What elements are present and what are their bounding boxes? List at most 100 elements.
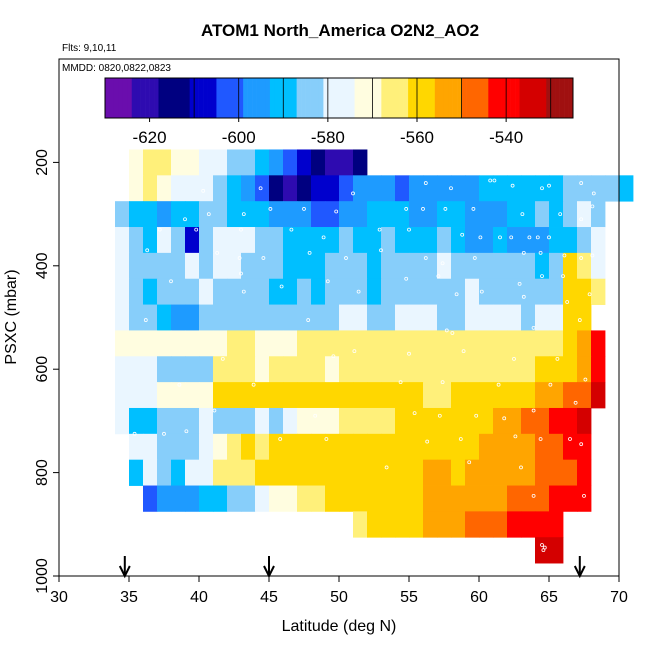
- colorbar-segment: [118, 78, 124, 118]
- heat-cell: [437, 356, 452, 383]
- heat-cell: [367, 201, 382, 228]
- heat-cell: [353, 330, 368, 357]
- sample-point: [583, 377, 588, 382]
- colorbar-segment: [452, 78, 458, 118]
- heat-cell: [325, 149, 340, 176]
- colorbar-segment: [555, 78, 560, 118]
- heat-cell: [353, 459, 368, 486]
- heat-cell: [269, 356, 284, 383]
- heat-cell: [157, 330, 172, 357]
- sample-point: [302, 207, 306, 211]
- colorbar-segment: [216, 78, 222, 118]
- heat-cell: [283, 433, 298, 461]
- sample-point: [547, 183, 551, 188]
- heat-cell: [255, 382, 270, 409]
- heat-cell: [171, 304, 186, 331]
- heat-cell: [157, 201, 172, 228]
- colorbar-segment: [318, 78, 324, 118]
- heat-cell: [213, 227, 228, 254]
- heat-cell: [199, 330, 214, 357]
- x-tick-label: 30: [50, 589, 68, 606]
- x-axis: 30 35 40 45 50 55 60 65 70: [50, 575, 628, 606]
- sample-point: [579, 442, 584, 447]
- heat-cell: [129, 278, 144, 305]
- sample-point: [521, 250, 526, 255]
- sample-point: [251, 382, 256, 387]
- sample-point: [425, 439, 430, 444]
- heat-cell: [549, 356, 564, 383]
- heat-cell: [535, 382, 550, 409]
- heat-cell: [535, 278, 550, 305]
- colorbar-segment: [278, 78, 284, 118]
- heat-cell: [213, 175, 228, 202]
- heat-cell: [437, 330, 452, 357]
- sample-point: [440, 380, 445, 385]
- sample-point: [471, 207, 476, 211]
- sample-point: [201, 188, 206, 193]
- heat-cell: [325, 330, 340, 357]
- heat-cell: [255, 330, 270, 357]
- colorbar: [104, 77, 574, 119]
- heat-cell: [297, 485, 312, 512]
- colorbar-segment: [501, 78, 507, 118]
- colorbar-segment: [105, 78, 110, 118]
- heat-cell: [353, 175, 368, 202]
- colorbar-segment: [506, 78, 511, 118]
- colorbar-segment: [256, 78, 262, 118]
- colorbar-segment: [252, 78, 257, 118]
- x-tick-label: 50: [330, 589, 348, 606]
- heat-cell: [283, 382, 298, 409]
- sample-point: [531, 325, 536, 330]
- heat-cell: [451, 304, 466, 331]
- heat-cell: [199, 252, 214, 280]
- heat-cell: [297, 330, 312, 357]
- heat-cell: [423, 511, 438, 538]
- sample-point: [568, 437, 572, 441]
- heat-cell: [353, 304, 368, 331]
- heat-cell: [157, 407, 172, 435]
- heat-cell: [605, 175, 620, 202]
- heat-cell: [395, 356, 410, 383]
- colorbar-segment: [421, 78, 427, 118]
- heat-cell: [507, 433, 522, 461]
- heat-cell: [157, 356, 172, 383]
- sample-point: [520, 212, 525, 217]
- heat-cell: [283, 356, 298, 383]
- colorbar-segment: [185, 78, 190, 118]
- sample-point: [577, 318, 582, 322]
- heat-cell: [577, 459, 592, 486]
- colorbar-segment: [194, 78, 199, 118]
- sample-point: [509, 235, 514, 240]
- heat-cell: [143, 278, 158, 305]
- heat-cell: [199, 149, 214, 176]
- heat-cell: [535, 407, 550, 435]
- heat-cell: [409, 382, 424, 409]
- heat-cell: [591, 227, 606, 254]
- heat-cell: [339, 304, 354, 331]
- heat-cell: [563, 485, 578, 512]
- heat-cell: [297, 227, 312, 254]
- heat-cell: [451, 278, 466, 305]
- heat-cell: [563, 201, 578, 228]
- colorbar-segment: [323, 78, 329, 118]
- sample-point: [384, 465, 389, 470]
- heat-cell: [227, 330, 242, 357]
- colorbar-segment: [434, 78, 440, 118]
- heat-cell: [185, 227, 200, 254]
- heat-cell: [493, 304, 508, 331]
- heat-cell: [563, 459, 578, 486]
- colorbar-segment: [354, 78, 360, 118]
- sample-point: [579, 181, 584, 185]
- heat-cell: [311, 485, 326, 512]
- heat-cell: [311, 356, 326, 383]
- heat-cell: [339, 278, 354, 305]
- heat-cell: [577, 433, 592, 461]
- heat-cell: [521, 459, 536, 486]
- colorbar-segment: [515, 78, 520, 118]
- heat-cell: [199, 356, 214, 383]
- heat-cell: [577, 304, 592, 331]
- heat-cell: [339, 252, 354, 280]
- heat-cell: [549, 227, 564, 254]
- sample-point: [307, 250, 312, 255]
- heat-cell: [297, 304, 312, 331]
